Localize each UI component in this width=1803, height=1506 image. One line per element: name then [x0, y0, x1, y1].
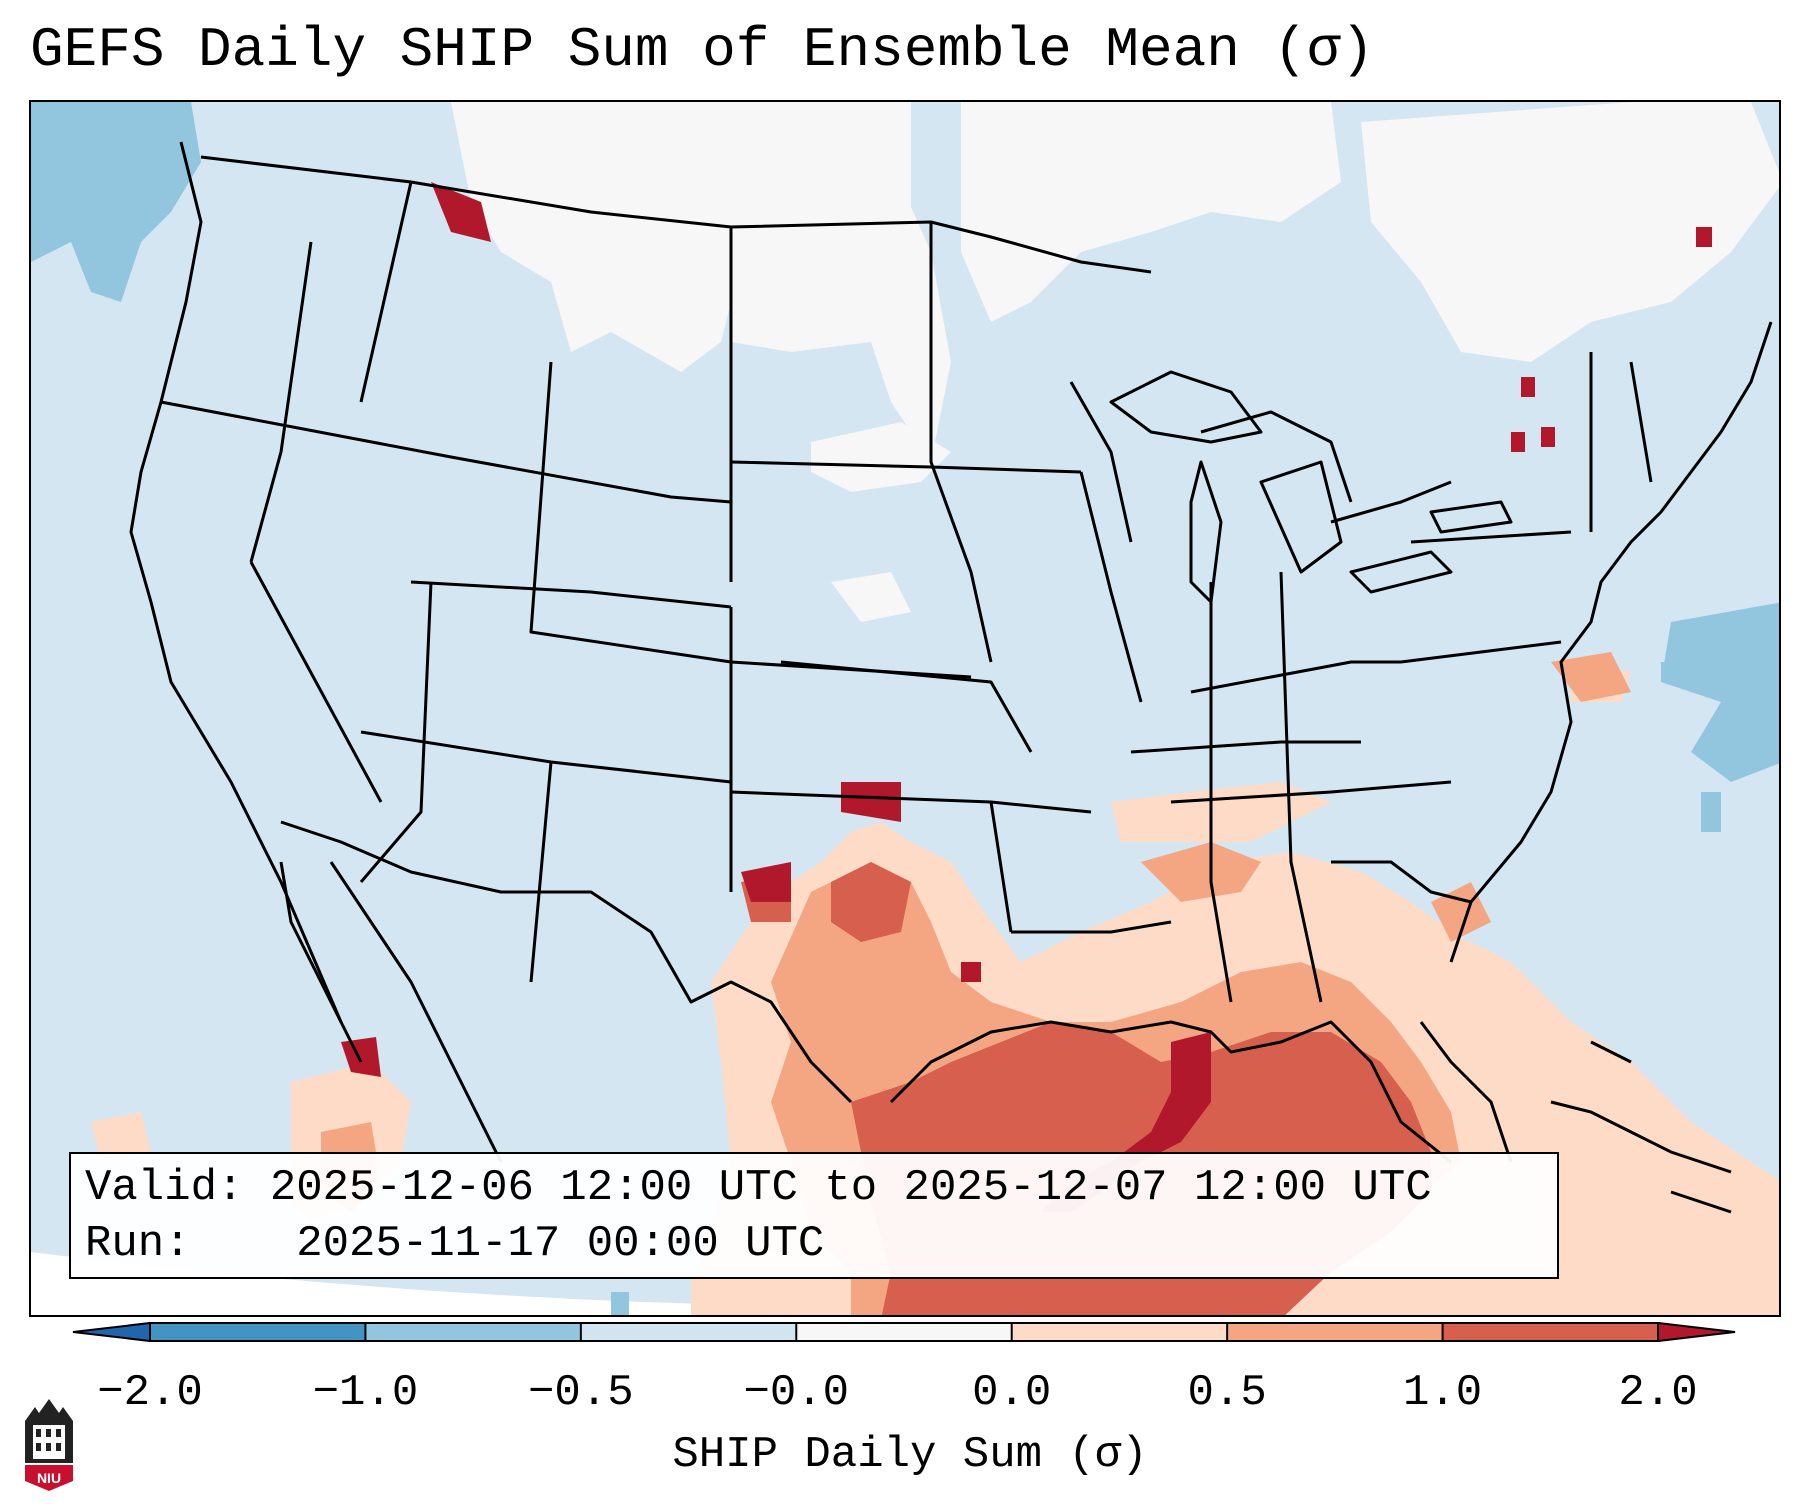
colorbar-extend-high [1658, 1322, 1736, 1342]
logo-text: NIU [37, 1470, 61, 1486]
colorbar-tick-label: 1.0 [1402, 1368, 1483, 1418]
run-value: 2025-11-17 00:00 UTC [296, 1219, 825, 1269]
colorbar-tick-label: −2.0 [97, 1368, 203, 1418]
colorbar-label: SHIP Daily Sum (σ) [672, 1430, 1148, 1480]
near-zero-patches [451, 102, 1779, 622]
chart-title: GEFS Daily SHIP Sum of Ensemble Mean (σ) [30, 18, 1375, 82]
colorbar-extend-low [72, 1322, 150, 1342]
colorbar-bin [1011, 1322, 1228, 1342]
map-canvas [31, 102, 1779, 1315]
valid-label: Valid: [85, 1163, 244, 1213]
caribbean-outline [1550, 1040, 1732, 1214]
colorbar-bin [796, 1322, 1013, 1342]
colorbar-tick-label: −0.0 [743, 1368, 850, 1418]
info-box: Valid: 2025-12-06 12:00 UTC to 2025-12-0… [69, 1152, 1559, 1279]
colorbar-bin [1227, 1322, 1444, 1342]
colorbar-tick-label: 0.5 [1187, 1368, 1267, 1418]
colorbar-tick-label: −1.0 [312, 1368, 419, 1418]
colorbar-bin [150, 1322, 366, 1342]
run-label: Run: [85, 1219, 191, 1269]
valid-value: 2025-12-06 12:00 UTC to 2025-12-07 12:00… [269, 1163, 1432, 1213]
state-borders [129, 141, 1773, 1164]
valid-row: Valid: 2025-12-06 12:00 UTC to 2025-12-0… [85, 1160, 1557, 1216]
colorbar [72, 1322, 1736, 1342]
niu-logo-icon: NIU [25, 1399, 73, 1491]
positive-extreme-field [341, 182, 1712, 1212]
colorbar-bin [365, 1322, 582, 1342]
colorbar-bin [1442, 1322, 1659, 1342]
colorbar-bin [580, 1322, 797, 1342]
colorbar-tick-label: 2.0 [1618, 1368, 1698, 1418]
colorbar-tick-label: 0.0 [972, 1368, 1052, 1418]
map-panel: Valid: 2025-12-06 12:00 UTC to 2025-12-0… [29, 100, 1781, 1317]
colorbar-tick-label: −0.5 [528, 1368, 634, 1418]
run-row: Run: 2025-11-17 00:00 UTC [85, 1216, 1557, 1272]
